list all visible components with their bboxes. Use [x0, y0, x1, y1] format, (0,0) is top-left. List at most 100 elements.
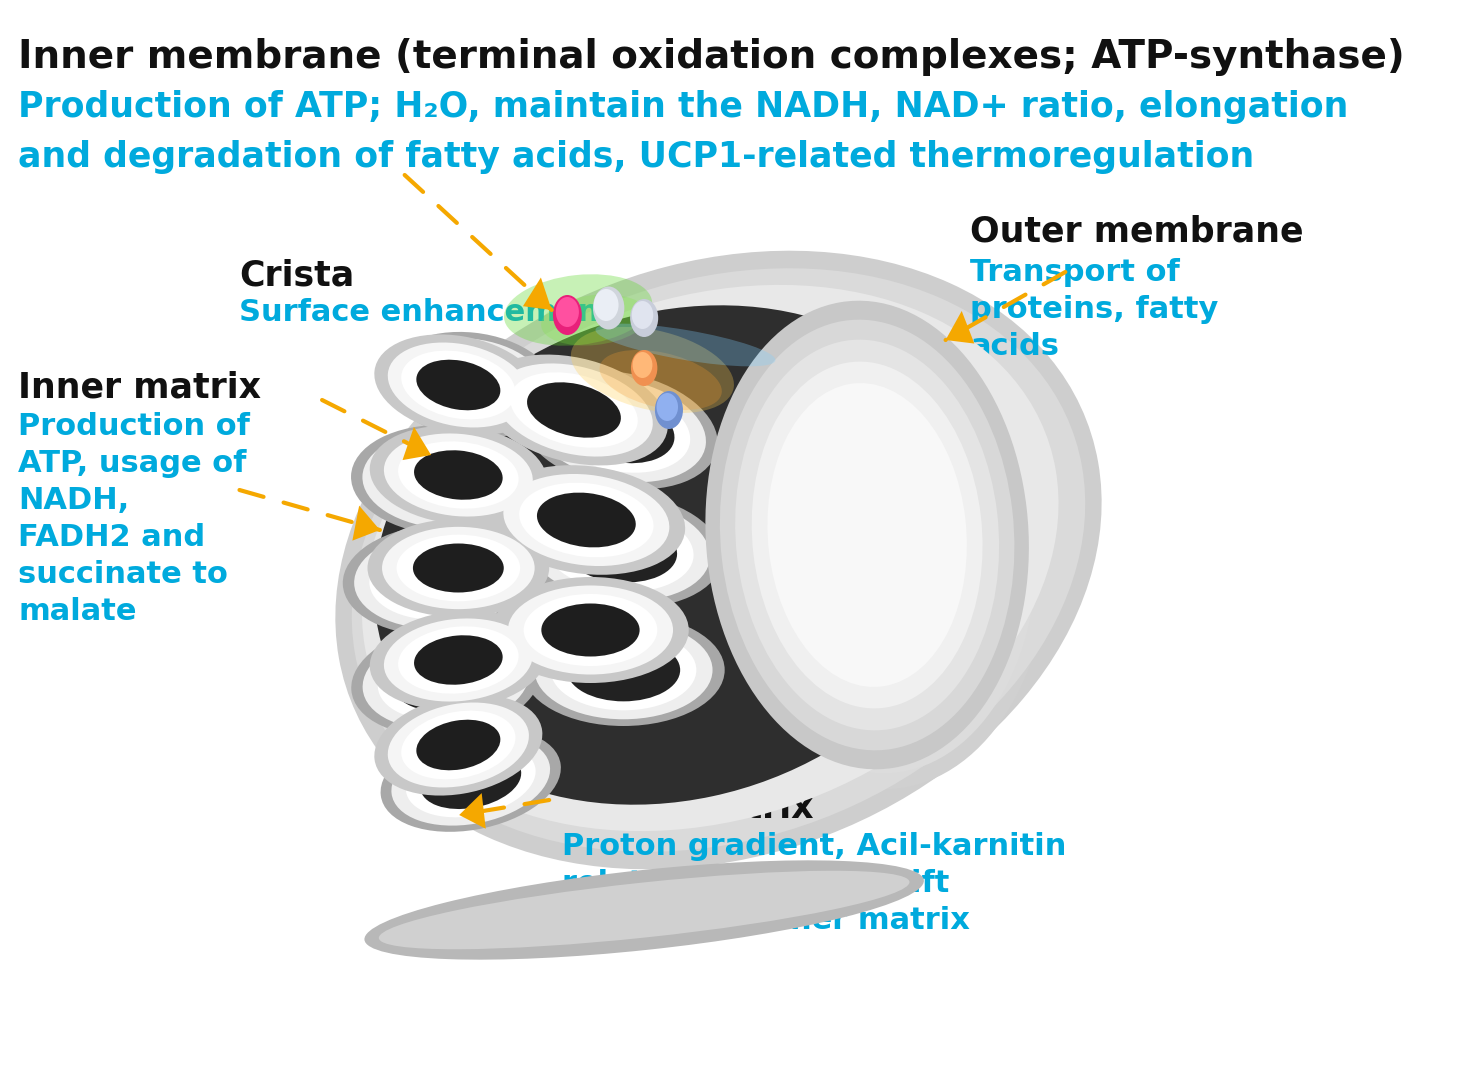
- Ellipse shape: [541, 295, 648, 346]
- Ellipse shape: [370, 426, 547, 525]
- Ellipse shape: [549, 388, 691, 473]
- Ellipse shape: [423, 355, 519, 415]
- Ellipse shape: [632, 301, 654, 329]
- Ellipse shape: [720, 320, 1015, 751]
- Ellipse shape: [374, 335, 543, 435]
- Ellipse shape: [362, 285, 1059, 832]
- Ellipse shape: [507, 585, 673, 675]
- Text: Production of ATP; H₂O, maintain the NADH, NAD+ ratio, elongation: Production of ATP; H₂O, maintain the NAD…: [18, 90, 1349, 124]
- Ellipse shape: [414, 450, 503, 500]
- Ellipse shape: [387, 342, 529, 428]
- Ellipse shape: [385, 619, 532, 702]
- Ellipse shape: [401, 351, 516, 419]
- Ellipse shape: [522, 615, 725, 726]
- Ellipse shape: [562, 517, 677, 582]
- Ellipse shape: [747, 348, 1004, 732]
- Ellipse shape: [343, 525, 532, 635]
- Text: Crista: Crista: [240, 258, 355, 292]
- Ellipse shape: [599, 350, 722, 410]
- Ellipse shape: [516, 492, 722, 608]
- Ellipse shape: [633, 352, 652, 378]
- Ellipse shape: [420, 751, 521, 809]
- Ellipse shape: [393, 449, 498, 511]
- Ellipse shape: [735, 339, 1000, 730]
- Ellipse shape: [532, 378, 705, 482]
- Ellipse shape: [571, 327, 734, 413]
- Ellipse shape: [352, 624, 541, 735]
- Ellipse shape: [546, 509, 694, 592]
- Text: Outer matrix: Outer matrix: [562, 789, 813, 824]
- Ellipse shape: [408, 347, 532, 423]
- Ellipse shape: [632, 350, 657, 386]
- Text: and degradation of fatty acids, UCP1-related thermoregulation: and degradation of fatty acids, UCP1-rel…: [18, 140, 1254, 174]
- Ellipse shape: [481, 354, 669, 465]
- Ellipse shape: [493, 577, 689, 683]
- Text: Inner membrane (terminal oxidation complexes; ATP-synthase): Inner membrane (terminal oxidation compl…: [18, 38, 1405, 76]
- Ellipse shape: [495, 364, 652, 457]
- Ellipse shape: [395, 338, 547, 432]
- Ellipse shape: [528, 499, 710, 602]
- Ellipse shape: [510, 373, 637, 448]
- Ellipse shape: [405, 743, 535, 818]
- Ellipse shape: [596, 324, 775, 366]
- Ellipse shape: [553, 295, 581, 335]
- Ellipse shape: [751, 362, 982, 708]
- Ellipse shape: [416, 360, 500, 410]
- Ellipse shape: [396, 535, 521, 602]
- Ellipse shape: [593, 289, 618, 321]
- Ellipse shape: [336, 251, 1102, 869]
- Ellipse shape: [362, 432, 529, 528]
- Polygon shape: [352, 505, 380, 541]
- Ellipse shape: [524, 594, 657, 666]
- Ellipse shape: [701, 291, 1050, 789]
- Ellipse shape: [541, 604, 639, 657]
- Ellipse shape: [527, 382, 621, 437]
- Ellipse shape: [550, 630, 697, 711]
- Ellipse shape: [353, 531, 521, 629]
- Ellipse shape: [521, 370, 717, 489]
- Ellipse shape: [398, 442, 519, 509]
- Ellipse shape: [504, 274, 652, 346]
- Ellipse shape: [367, 519, 549, 617]
- Ellipse shape: [377, 639, 515, 720]
- Text: Production of
ATP, usage of
NADH,
FADH2 and
succinate to
malate: Production of ATP, usage of NADH, FADH2 …: [18, 411, 250, 626]
- Ellipse shape: [382, 527, 534, 609]
- Polygon shape: [402, 427, 430, 460]
- Ellipse shape: [488, 465, 685, 575]
- Ellipse shape: [416, 719, 500, 770]
- Ellipse shape: [398, 626, 519, 693]
- Ellipse shape: [768, 383, 967, 687]
- Text: Proton gradient, Acil-karnitin
related fatty acid shift
towards to inner matrix: Proton gradient, Acil-karnitin related f…: [562, 832, 1066, 935]
- Ellipse shape: [401, 711, 516, 780]
- Ellipse shape: [385, 549, 491, 611]
- Ellipse shape: [630, 299, 658, 337]
- Text: Inner matrix: Inner matrix: [18, 370, 262, 404]
- Ellipse shape: [370, 610, 547, 710]
- Ellipse shape: [503, 474, 670, 566]
- Ellipse shape: [728, 326, 1022, 754]
- Ellipse shape: [593, 286, 624, 329]
- Ellipse shape: [657, 393, 677, 421]
- Ellipse shape: [364, 861, 924, 960]
- Ellipse shape: [413, 543, 504, 593]
- Polygon shape: [945, 311, 975, 343]
- Ellipse shape: [374, 694, 543, 796]
- Ellipse shape: [385, 433, 532, 516]
- Ellipse shape: [385, 332, 558, 438]
- Ellipse shape: [352, 268, 1086, 852]
- Ellipse shape: [537, 492, 636, 548]
- Ellipse shape: [374, 306, 981, 805]
- Text: Transport of
proteins, fatty
acids: Transport of proteins, fatty acids: [970, 258, 1219, 361]
- Ellipse shape: [387, 702, 529, 787]
- Ellipse shape: [655, 391, 683, 429]
- Text: Outer membrane: Outer membrane: [970, 215, 1304, 249]
- Ellipse shape: [370, 540, 506, 620]
- Ellipse shape: [714, 307, 1037, 773]
- Ellipse shape: [566, 638, 680, 701]
- Ellipse shape: [534, 621, 713, 719]
- Ellipse shape: [414, 635, 503, 685]
- Ellipse shape: [393, 649, 498, 712]
- Polygon shape: [524, 278, 552, 310]
- Ellipse shape: [377, 441, 515, 519]
- Text: Surface enhancement: Surface enhancement: [240, 298, 614, 327]
